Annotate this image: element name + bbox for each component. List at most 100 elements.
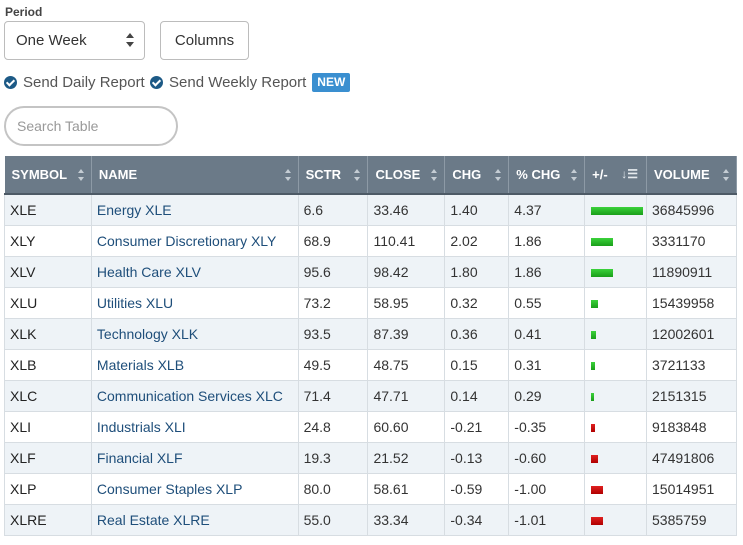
pchg-cell: 1.86 [508,255,586,288]
sort-icon [431,169,438,181]
chg-cell: 0.14 [444,379,510,412]
negative-change-bar [591,516,604,525]
pchg-cell: 0.41 [508,317,586,350]
table-row: XLE Energy XLE 6.6 33.46 1.40 4.37 36845996 [4,193,737,226]
name-link[interactable]: Materials XLB [90,348,299,381]
header-plus-minus[interactable]: +/- ↓☰ [584,156,647,195]
sort-icon [354,169,361,181]
search-input[interactable]: Search Table [4,106,178,146]
positive-change-bar [591,361,596,370]
name-link[interactable]: Real Estate XLRE [90,503,299,536]
name-link[interactable]: Utilities XLU [90,286,299,319]
name-link[interactable]: Health Care XLV [90,255,299,288]
sort-icon [571,169,578,181]
table-header-row: SYMBOL NAME SCTR CLOSE CHG % CHG +/- ↓☰ V… [4,156,737,195]
name-link[interactable]: Consumer Staples XLP [90,472,299,505]
name-link[interactable]: Communication Services XLC [90,379,299,412]
symbol-cell: XLV [4,255,92,288]
change-bar-cell [584,317,647,350]
symbol-cell: XLC [4,379,92,412]
send-weekly-report-option[interactable]: Send Weekly Report NEW [150,72,351,92]
check-circle-icon [4,75,17,89]
name-link[interactable]: Consumer Discretionary XLY [90,224,299,257]
name-link[interactable]: Industrials XLI [90,410,299,443]
close-cell: 47.71 [367,379,446,412]
change-bar-cell [584,286,647,319]
symbol-cell: XLI [4,410,92,443]
symbol-cell: XLY [4,224,92,257]
symbol-cell: XLE [4,193,92,226]
sctr-cell: 73.2 [297,286,369,319]
change-bar-cell [584,224,647,257]
period-select[interactable]: One Week [4,21,145,60]
negative-change-bar [591,454,599,463]
header-symbol[interactable]: SYMBOL [4,156,92,195]
sector-table: SYMBOL NAME SCTR CLOSE CHG % CHG +/- ↓☰ V… [4,156,737,536]
header-volume[interactable]: VOLUME [646,156,737,195]
new-badge: NEW [312,72,351,92]
symbol-cell: XLRE [4,503,92,536]
symbol-cell: XLP [4,472,92,505]
volume-cell: 9183848 [646,410,737,443]
chg-cell: 0.32 [444,286,510,319]
sctr-cell: 95.6 [297,255,369,288]
name-link[interactable]: Technology XLK [90,317,299,350]
volume-cell: 5385759 [646,503,737,536]
symbol-cell: XLU [4,286,92,319]
table-row: XLF Financial XLF 19.3 21.52 -0.13 -0.60 47491… [4,441,737,474]
change-bar-cell [584,255,647,288]
volume-cell: 2151315 [646,379,737,412]
table-row: XLI Industrials XLI 24.8 60.60 -0.21 -0.35 918… [4,410,737,443]
volume-cell: 15439958 [646,286,737,319]
pchg-cell: -1.01 [508,503,586,536]
change-bar-cell [584,348,647,381]
negative-change-bar [591,485,604,494]
sctr-cell: 24.8 [297,410,369,443]
columns-button[interactable]: Columns [160,21,249,60]
chg-cell: 1.40 [444,193,510,226]
change-bar-cell [584,472,647,505]
close-cell: 87.39 [367,317,446,350]
period-label: Period [5,5,43,19]
volume-cell: 3331170 [646,224,737,257]
sort-descending-icon: ↓☰ [621,167,638,181]
header-close[interactable]: CLOSE [367,156,446,195]
close-cell: 48.75 [367,348,446,381]
close-cell: 60.60 [367,410,446,443]
name-link[interactable]: Financial XLF [90,441,299,474]
sctr-cell: 6.6 [297,193,369,226]
select-arrows-icon [126,33,134,47]
header-pchg[interactable]: % CHG [508,156,586,195]
positive-change-bar [591,268,614,277]
table-row: XLY Consumer Discretionary XLY 68.9 110.41 2… [4,224,737,257]
volume-cell: 15014951 [646,472,737,505]
table-row: XLP Consumer Staples XLP 80.0 58.61 -0.59 -1.… [4,472,737,505]
volume-cell: 36845996 [646,193,737,226]
table-row: XLV Health Care XLV 95.6 98.42 1.80 1.86 11890… [4,255,737,288]
sctr-cell: 80.0 [297,472,369,505]
send-daily-report-option[interactable]: Send Daily Report [4,73,145,91]
name-link[interactable]: Energy XLE [90,193,299,226]
close-cell: 33.34 [367,503,446,536]
chg-cell: -0.21 [444,410,510,443]
sctr-cell: 55.0 [297,503,369,536]
period-value: One Week [16,32,87,49]
send-daily-report-label: Send Daily Report [23,73,145,91]
change-bar-cell [584,503,647,536]
close-cell: 33.46 [367,193,446,226]
header-chg[interactable]: CHG [444,156,510,195]
header-name[interactable]: NAME [91,156,299,195]
negative-change-bar [591,423,596,432]
pchg-cell: -0.35 [508,410,586,443]
table-row: XLK Technology XLK 93.5 87.39 0.36 0.41 120026… [4,317,737,350]
sctr-cell: 19.3 [297,441,369,474]
close-cell: 58.61 [367,472,446,505]
pchg-cell: -0.60 [508,441,586,474]
header-sctr[interactable]: SCTR [298,156,369,195]
sctr-cell: 68.9 [297,224,369,257]
check-circle-icon [150,75,163,89]
sort-icon [284,169,292,181]
chg-cell: -0.59 [444,472,510,505]
sctr-cell: 93.5 [297,317,369,350]
pchg-cell: -1.00 [508,472,586,505]
